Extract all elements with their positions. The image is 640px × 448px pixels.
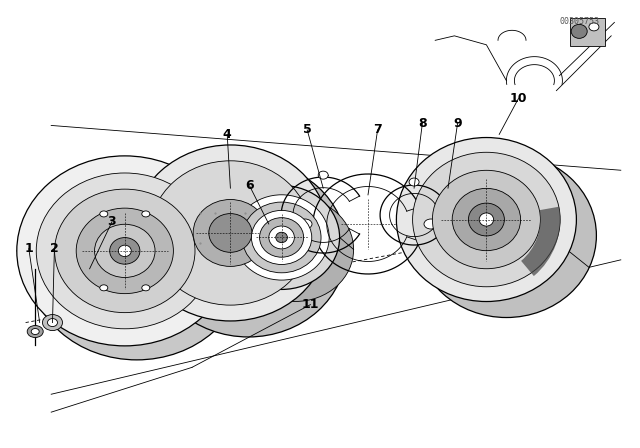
Ellipse shape [479,211,533,260]
Ellipse shape [150,161,346,337]
Ellipse shape [42,314,63,331]
Ellipse shape [572,24,588,39]
Ellipse shape [17,156,233,346]
Ellipse shape [468,203,504,236]
Ellipse shape [223,185,340,289]
Text: 1: 1 [24,242,33,255]
Ellipse shape [142,285,150,291]
Ellipse shape [209,214,252,252]
Ellipse shape [260,218,303,257]
Ellipse shape [150,161,311,305]
Ellipse shape [31,328,39,335]
Ellipse shape [214,218,283,280]
Ellipse shape [109,237,140,264]
Bar [570,18,605,46]
Text: 8: 8 [418,116,427,130]
Ellipse shape [76,208,173,293]
Ellipse shape [267,224,324,276]
Ellipse shape [118,245,131,257]
Ellipse shape [396,138,577,302]
Ellipse shape [409,178,419,186]
Ellipse shape [479,213,493,226]
Text: 11: 11 [301,298,319,311]
Text: 00305753: 00305753 [559,17,599,26]
Ellipse shape [276,232,287,243]
Text: 10: 10 [509,92,527,105]
Ellipse shape [47,319,58,327]
Ellipse shape [424,219,438,229]
Ellipse shape [237,198,354,302]
Text: 7: 7 [373,123,382,137]
Ellipse shape [193,199,268,267]
Ellipse shape [95,224,155,277]
Ellipse shape [100,211,108,217]
Ellipse shape [28,326,44,337]
Ellipse shape [413,152,560,287]
Ellipse shape [452,188,520,251]
Text: 2: 2 [50,242,59,255]
Wedge shape [521,207,560,276]
Text: 5: 5 [303,123,312,137]
Ellipse shape [252,211,312,264]
Ellipse shape [433,170,540,269]
Ellipse shape [54,189,195,313]
Text: 3: 3 [108,215,116,228]
Text: 6: 6 [245,179,254,193]
Ellipse shape [589,23,599,31]
Ellipse shape [318,171,328,179]
Ellipse shape [242,202,321,273]
Text: 4: 4 [223,128,232,141]
Ellipse shape [269,226,294,249]
Ellipse shape [234,195,329,280]
Text: 9: 9 [453,116,462,130]
Ellipse shape [417,154,596,318]
Ellipse shape [100,285,108,291]
Ellipse shape [29,170,245,360]
Ellipse shape [132,145,328,321]
Ellipse shape [36,173,213,329]
Ellipse shape [298,219,312,229]
Ellipse shape [142,211,150,217]
